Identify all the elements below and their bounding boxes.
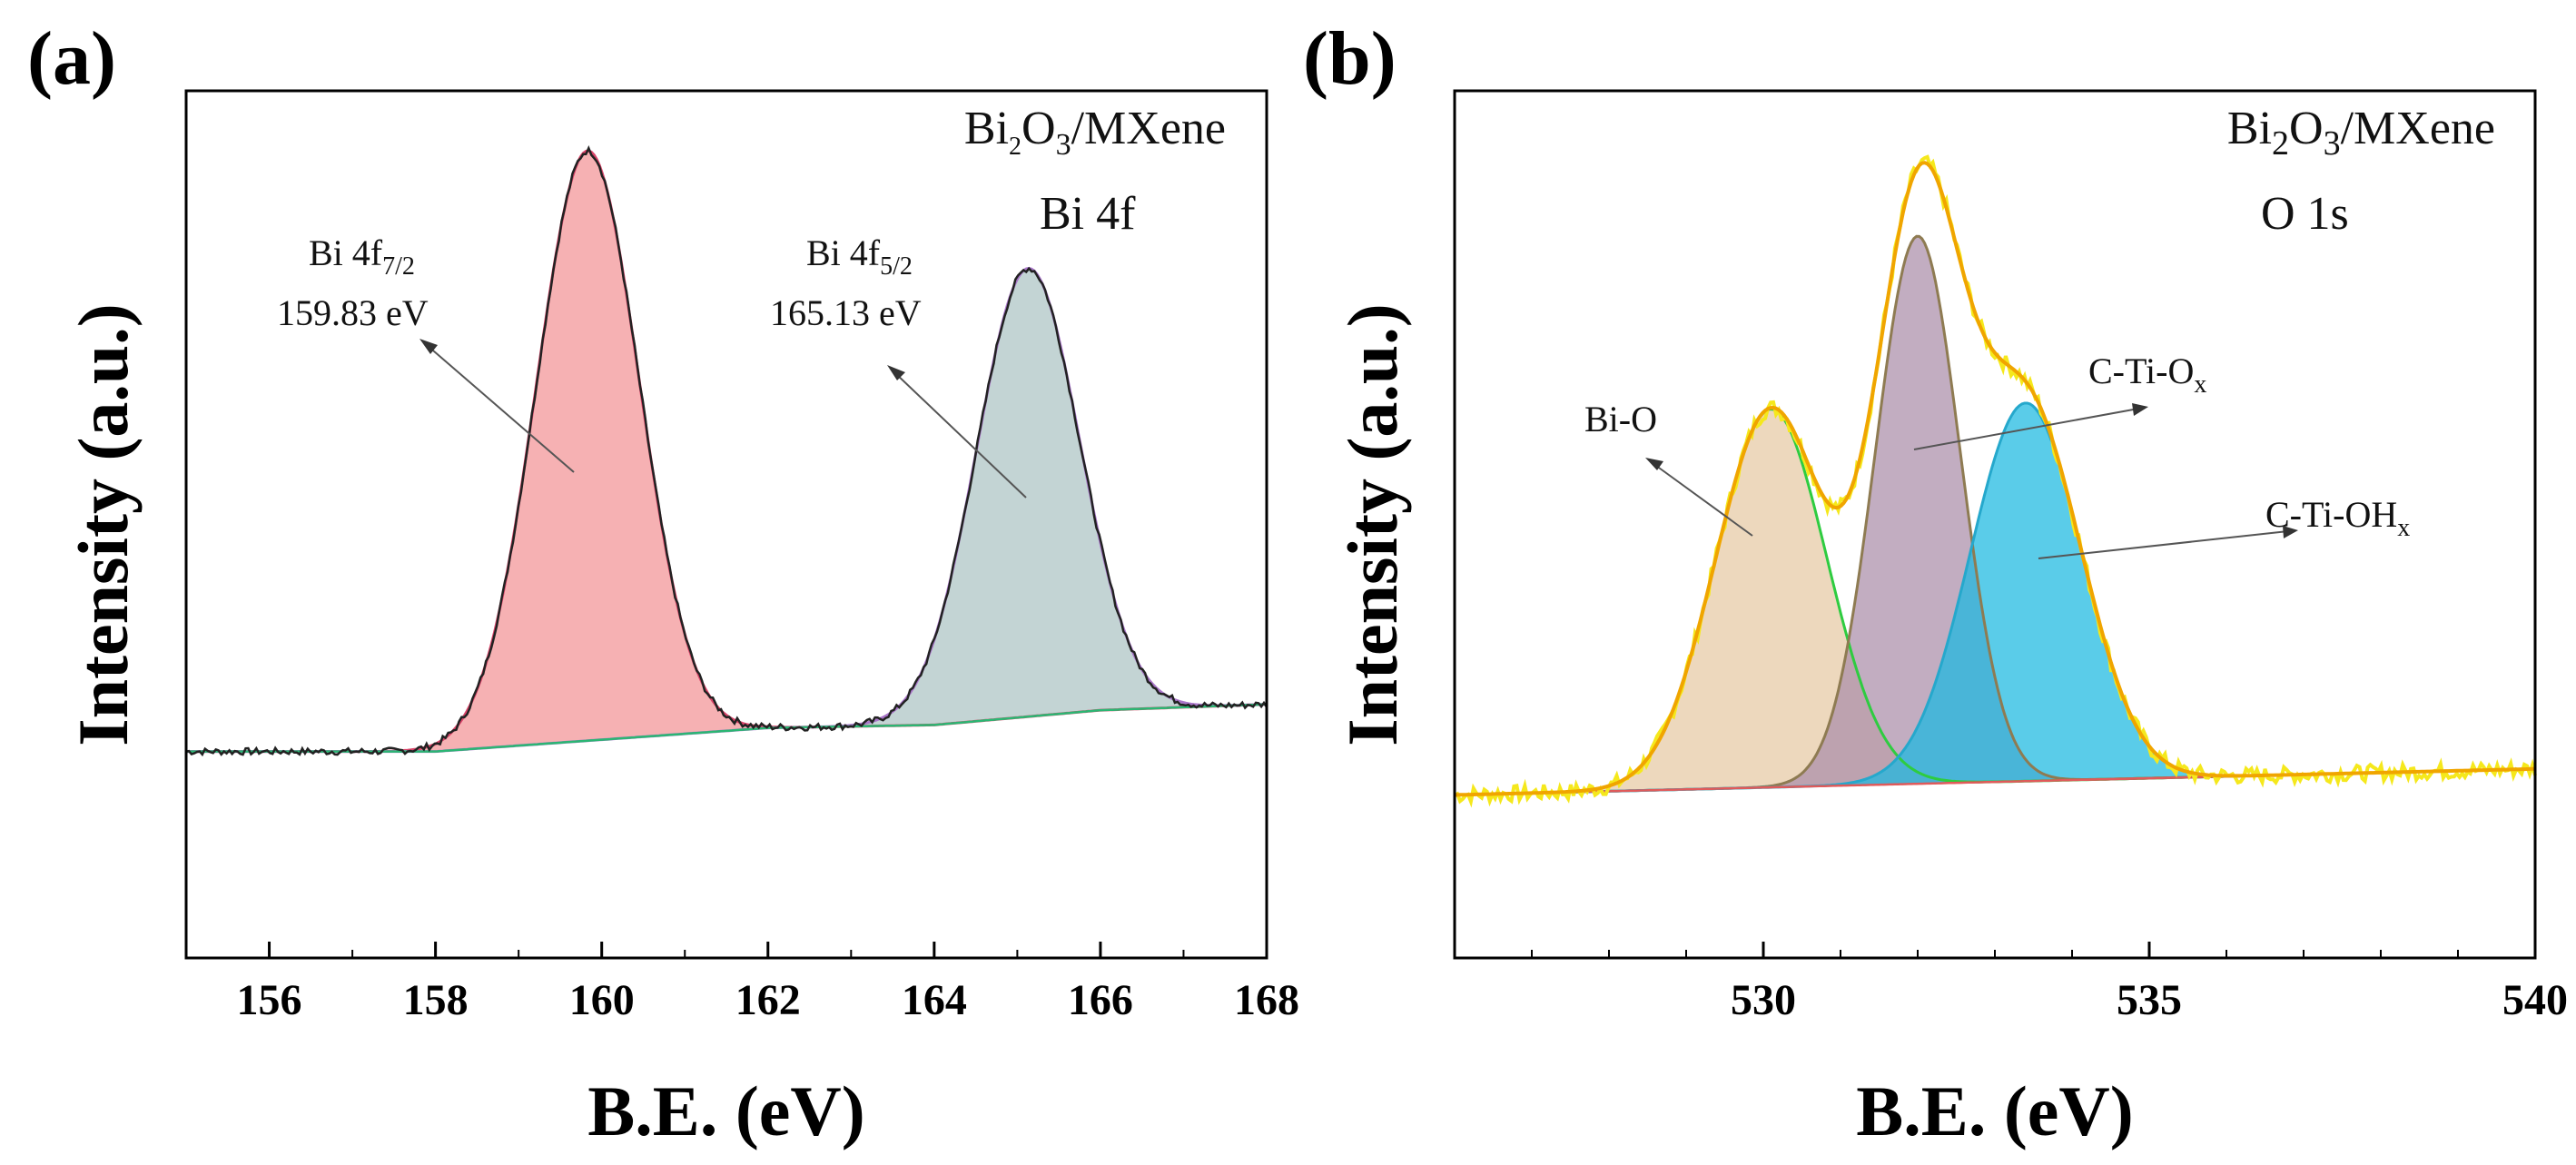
peak2-value: 165.13 eV (770, 292, 922, 333)
panel-a-xtick-label-2: 158 (403, 976, 469, 1024)
peak1-name-main: Bi 4f (309, 232, 383, 273)
panel-a-label: (a) (27, 16, 116, 101)
panel-a-sample-label: Bi2O3/MXene (964, 103, 1226, 162)
panel-a-sample-o: O (1022, 103, 1056, 154)
panel-b-sample-o: O (2289, 103, 2324, 154)
panel-a-raw-data (185, 145, 1268, 757)
panel-b-xtick-label-2: 535 (2117, 976, 2182, 1024)
comp2-main: C-Ti-O (2088, 350, 2194, 391)
panel-a-xtick-label-5: 164 (902, 976, 967, 1024)
panel-b-component-fill-1 (1455, 409, 2535, 795)
comp2-label: C-Ti-Ox (2088, 350, 2206, 399)
panel-b-sample-sub1: 2 (2272, 124, 2289, 163)
panel-a-sample-bi: Bi (964, 103, 1009, 154)
panel-a-sample-tail: /MXene (1071, 103, 1226, 154)
comp2-arrow (1913, 403, 2148, 450)
panel-a-xtick-label-6: 166 (1068, 976, 1133, 1024)
peak2-name-sub: 5/2 (880, 252, 913, 281)
panel-a-plot (185, 145, 1268, 757)
panel-b-xtick-label-1: 530 (1731, 976, 1796, 1024)
comp2-sub: x (2194, 370, 2206, 399)
peak1-name-sub: 7/2 (382, 252, 415, 281)
panel-b-sample-bi: Bi (2227, 103, 2272, 154)
panel-b-component-fill-3 (1455, 403, 2535, 795)
panel-a-xtick-label-7: 168 (1234, 976, 1299, 1024)
panel-b: (b) 530 535 540 B.E. (eV) Intensity (a.u.)… (1303, 16, 2568, 1150)
panel-a: (a) 156 158 160 162 164 166 168 B.E. (eV) Inte… (27, 16, 1299, 1150)
comp1-label: Bi-O (1584, 399, 1657, 439)
peak1-name: Bi 4f7/2 (309, 232, 415, 281)
peak1-value: 159.83 eV (277, 292, 429, 333)
panel-a-sample-sub1: 2 (1009, 133, 1022, 161)
panel-b-sample-label: Bi2O3/MXene (2227, 103, 2495, 163)
panel-a-xlabel: B.E. (eV) (587, 1071, 864, 1150)
peak2-name: Bi 4f5/2 (806, 232, 913, 281)
peak2-name-main: Bi 4f (806, 232, 881, 273)
panel-b-plot (1454, 154, 2537, 808)
panel-b-sample-sub2: 3 (2324, 124, 2341, 163)
panel-a-xtick-label-3: 160 (569, 976, 635, 1024)
panel-a-xtick-label-4: 162 (735, 976, 801, 1024)
panel-b-envelope (1454, 161, 2535, 797)
panel-a-ylabel: Intensity (a.u.) (64, 303, 143, 746)
panel-b-region-label: O 1s (2261, 188, 2349, 240)
comp1-arrow (1645, 458, 1753, 537)
peak1-arrow (419, 339, 575, 473)
panel-b-x-ticks: 530 535 540 (1454, 942, 2568, 1024)
panel-b-xtick-label-3: 540 (2502, 976, 2568, 1024)
panel-a-xtick-label-1: 156 (237, 976, 302, 1024)
panel-b-ylabel: Intensity (a.u.) (1333, 303, 1412, 746)
comp3-sub: x (2397, 514, 2410, 542)
panel-a-component-fill-2 (186, 268, 1267, 752)
comp3-arrow (2038, 526, 2298, 559)
panel-b-label: (b) (1303, 16, 1397, 101)
panel-b-sample-tail: /MXene (2341, 103, 2495, 154)
peak2-arrow (887, 365, 1027, 499)
panel-a-frame (184, 89, 1268, 960)
panel-a-x-ticks: 156 158 160 162 164 166 168 (185, 942, 1299, 1024)
panel-a-sample-sub2: 3 (1056, 128, 1071, 162)
panel-a-region-label: Bi 4f (1040, 188, 1136, 240)
panel-b-xlabel: B.E. (eV) (1856, 1071, 2133, 1150)
